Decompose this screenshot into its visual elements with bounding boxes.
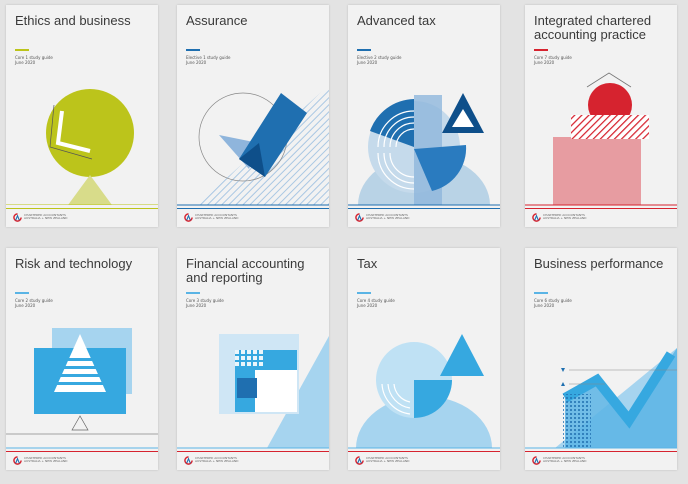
card-date: June 2020 bbox=[534, 303, 555, 308]
accent-line bbox=[357, 292, 371, 294]
logo-text: CHARTERED ACCOUNTANTS AUSTRALIA + NEW ZEA… bbox=[543, 213, 587, 220]
ca-logo-icon bbox=[13, 456, 22, 465]
ca-logo-icon bbox=[355, 456, 364, 465]
circle-triangle-art bbox=[6, 89, 158, 205]
card-tax[interactable]: Tax Core 4 study guide June 2020 CHARTER… bbox=[348, 248, 500, 470]
card-integrated-chartered-accounting-practice[interactable]: Integrated chartered accounting practice… bbox=[525, 5, 677, 227]
ca-logo-icon bbox=[532, 456, 541, 465]
card-date: June 2020 bbox=[15, 303, 36, 308]
card-title: Financial accounting and reporting bbox=[186, 256, 305, 285]
card-title: Tax bbox=[357, 256, 378, 271]
red-circle-pink-square-art bbox=[525, 72, 677, 206]
card-subtitle: Elective 1 study guide bbox=[186, 55, 231, 60]
card-risk-and-technology[interactable]: Risk and technology Core 2 study guide J… bbox=[6, 248, 158, 470]
footer-bar bbox=[348, 451, 500, 452]
accent-line bbox=[357, 49, 371, 51]
card-business-performance[interactable]: Business performance Core 6 study guide … bbox=[525, 248, 677, 470]
accent-line bbox=[534, 292, 548, 294]
logo-text: CHARTERED ACCOUNTANTS AUSTRALIA + NEW ZEA… bbox=[24, 456, 68, 463]
accent-line bbox=[15, 292, 29, 294]
monitor-triangle-art bbox=[6, 328, 158, 449]
card-assurance[interactable]: Assurance Elective 1 study guide June 20… bbox=[177, 5, 329, 227]
ca-logo-icon bbox=[532, 213, 541, 222]
card-date: June 2020 bbox=[186, 60, 207, 65]
ca-logo-icon bbox=[184, 213, 193, 222]
card-date: June 2020 bbox=[186, 303, 207, 308]
card-date: June 2020 bbox=[534, 60, 555, 65]
footer-bar bbox=[6, 208, 158, 209]
logo-text: CHARTERED ACCOUNTANTS AUSTRALIA + NEW ZEA… bbox=[543, 456, 587, 463]
footer-bar bbox=[525, 451, 677, 452]
ca-logo-icon bbox=[184, 456, 193, 465]
card-subtitle: Elective 2 study guide bbox=[357, 55, 402, 60]
logo-text: CHARTERED ACCOUNTANTS AUSTRALIA + NEW ZEA… bbox=[366, 213, 410, 220]
accent-line bbox=[186, 49, 200, 51]
card-advanced-tax[interactable]: Advanced tax Elective 2 study guide June… bbox=[348, 5, 500, 227]
footer-bar bbox=[177, 451, 329, 452]
logo-text: CHARTERED ACCOUNTANTS AUSTRALIA + NEW ZEA… bbox=[24, 213, 68, 220]
card-subtitle: Core 7 study guide bbox=[534, 55, 572, 60]
card-date: June 2020 bbox=[15, 60, 36, 65]
footer-bar bbox=[177, 208, 329, 209]
card-date: June 2020 bbox=[357, 60, 378, 65]
footer-bar bbox=[6, 451, 158, 452]
card-subtitle: Core 6 study guide bbox=[534, 298, 572, 303]
card-subtitle: Core 4 study guide bbox=[357, 298, 395, 303]
card-title: Ethics and business bbox=[15, 13, 131, 28]
footer-bar bbox=[525, 208, 677, 209]
ca-logo-icon bbox=[13, 213, 22, 222]
accent-line bbox=[534, 49, 548, 51]
card-financial-accounting-and-reporting[interactable]: Financial accounting and reporting Core … bbox=[177, 248, 329, 470]
card-subtitle: Core 1 study guide bbox=[15, 55, 53, 60]
card-subtitle: Core 3 study guide bbox=[186, 298, 224, 303]
footer-bar bbox=[348, 208, 500, 209]
card-title: Assurance bbox=[186, 13, 248, 28]
logo-text: CHARTERED ACCOUNTANTS AUSTRALIA + NEW ZEA… bbox=[195, 213, 239, 220]
card-subtitle: Core 2 study guide bbox=[15, 298, 53, 303]
squares-grid-art bbox=[177, 334, 329, 449]
logo-text: CHARTERED ACCOUNTANTS AUSTRALIA + NEW ZEA… bbox=[366, 456, 410, 463]
card-title: Risk and technology bbox=[15, 256, 133, 271]
card-title: Advanced tax bbox=[357, 13, 436, 28]
card-ethics-and-business[interactable]: Ethics and business Core 1 study guide J… bbox=[6, 5, 158, 227]
ca-logo-icon bbox=[355, 213, 364, 222]
card-title: Integrated chartered accounting practice bbox=[534, 13, 652, 42]
check-mark-art bbox=[177, 85, 329, 206]
logo-text: CHARTERED ACCOUNTANTS AUSTRALIA + NEW ZEA… bbox=[195, 456, 239, 463]
accent-line bbox=[15, 49, 29, 51]
accent-line bbox=[186, 292, 200, 294]
growth-chart-art bbox=[525, 348, 677, 449]
circle-triangle-blue-art bbox=[348, 334, 500, 449]
circle-segments-art bbox=[348, 93, 500, 206]
card-title: Business performance bbox=[534, 256, 664, 271]
card-date: June 2020 bbox=[357, 303, 378, 308]
